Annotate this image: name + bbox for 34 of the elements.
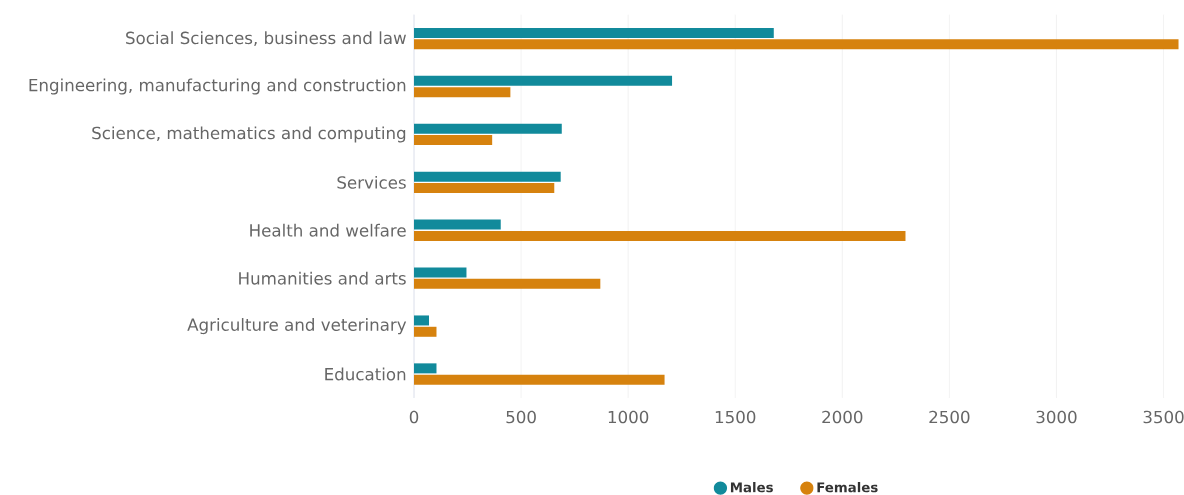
x-tick-label: 3500: [1143, 410, 1184, 424]
bar: [414, 39, 1179, 50]
x-tick-label: 0: [409, 410, 419, 424]
bar: [414, 326, 437, 337]
x-tick-label: 1000: [608, 410, 649, 424]
bar: [414, 87, 511, 98]
y-tick-label: Education: [325, 367, 406, 381]
bar: [414, 315, 429, 326]
bar: [414, 267, 467, 278]
bar: [414, 278, 601, 289]
y-tick-label: Agriculture and veterinary: [187, 318, 407, 335]
x-tick-label: 500: [506, 410, 536, 424]
bar: [414, 219, 501, 230]
bar: [414, 363, 437, 374]
x-tick-label: 1500: [715, 410, 756, 424]
bar: [414, 75, 673, 86]
bar: [414, 230, 906, 241]
y-tick-label: Health and welfare: [250, 223, 406, 237]
bar: [414, 135, 493, 146]
bar: [414, 183, 555, 194]
legend-label: Males: [730, 482, 773, 493]
legend-label: Females: [817, 482, 878, 493]
y-tick-label: Engineering, manufacturing and construction: [29, 78, 406, 95]
x-tick-label: 2500: [929, 410, 970, 424]
bar: [414, 123, 562, 134]
y-tick-label: Social Sciences, business and law: [126, 31, 406, 46]
bar: [414, 27, 774, 38]
x-tick-label: 3000: [1036, 410, 1077, 424]
y-tick-label: Humanities and arts: [239, 271, 406, 285]
y-tick-label: Services: [337, 175, 406, 189]
x-tick-label: 2000: [822, 410, 863, 424]
bar: [414, 374, 665, 385]
bar: [414, 171, 561, 182]
y-tick-label: Science, mathematics and computing: [92, 126, 406, 143]
